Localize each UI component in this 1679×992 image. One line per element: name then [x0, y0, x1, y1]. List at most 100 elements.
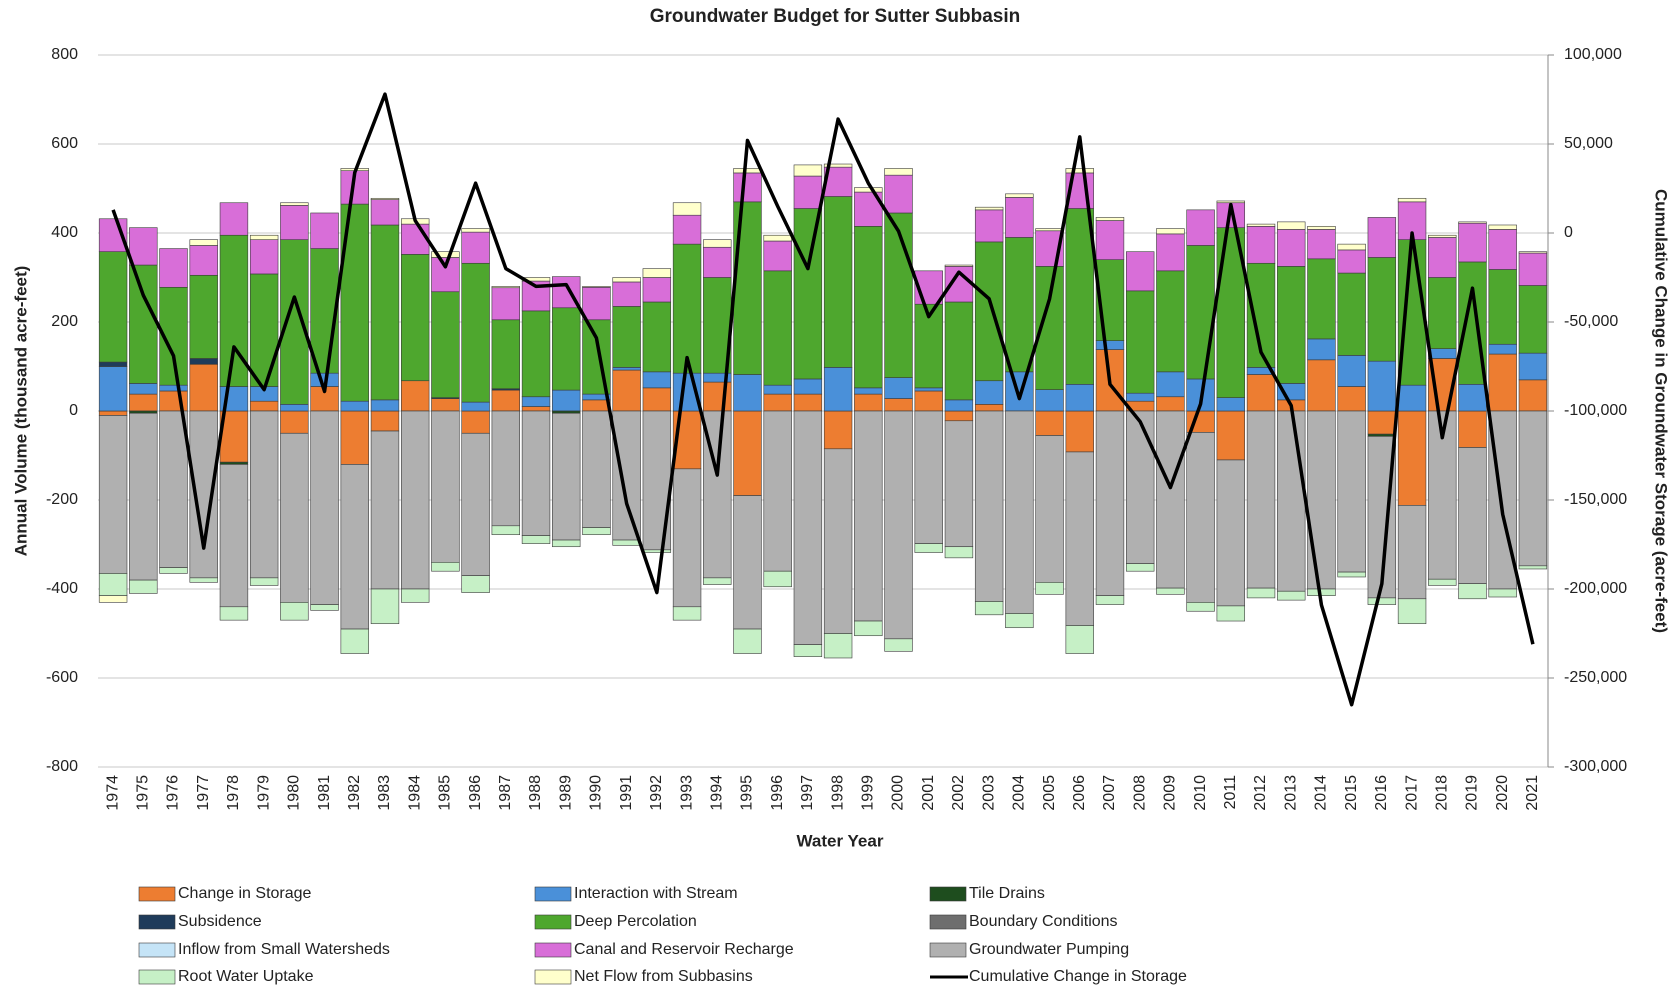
bar-segment [1065, 208, 1094, 385]
bar-segment [249, 273, 279, 387]
bar-segment [400, 380, 430, 412]
bar-segment [854, 187, 883, 193]
y-tick-label: -200 [46, 491, 78, 508]
bar-segment [491, 525, 521, 536]
x-tick-label: 2007 [1101, 775, 1118, 811]
x-tick-label: 1978 [225, 775, 242, 811]
bar-segment [1428, 578, 1457, 586]
bar-segment [1518, 285, 1548, 354]
bar-segment [370, 224, 400, 401]
x-tick-label: 2002 [950, 775, 967, 811]
bar-segment [1458, 221, 1487, 224]
x-tick-label: 1979 [255, 775, 272, 811]
bar-segment [854, 410, 883, 622]
y2-tick-label: 100,000 [1564, 46, 1622, 63]
bar-segment [340, 464, 369, 630]
legend-swatch [929, 942, 967, 958]
x-tick-label: 2011 [1222, 775, 1239, 810]
y2-tick-label: 50,000 [1564, 135, 1613, 152]
bar-segment [944, 264, 974, 267]
bar-segment [672, 243, 702, 374]
bar-segment [1367, 597, 1397, 605]
legend-swatch [534, 969, 572, 985]
bar-segment [1216, 410, 1246, 461]
bar-segment [310, 248, 339, 374]
bar-segment [340, 628, 369, 654]
x-tick-label: 1996 [769, 775, 786, 811]
x-tick-label: 2014 [1313, 775, 1330, 811]
bar-segment [612, 281, 641, 307]
bar-segment [1458, 447, 1487, 584]
bar-segment [1216, 459, 1246, 607]
bar-segment [823, 196, 853, 368]
bar-segment [854, 620, 883, 637]
bar-segment [1518, 410, 1548, 567]
bar-segment [552, 410, 581, 414]
bar-segment [280, 410, 309, 434]
bar-segment [280, 205, 309, 240]
bar-segment [1367, 433, 1397, 437]
bar-segment [189, 245, 218, 276]
bar-segment [1337, 410, 1366, 573]
x-tick-label: 2004 [1011, 775, 1028, 811]
bar-segment [1277, 590, 1306, 601]
y-tick-label: 800 [51, 46, 78, 63]
bar-segment [159, 248, 188, 288]
bar-segment [974, 241, 1004, 382]
bar-segment [340, 400, 369, 412]
bar-segment [431, 398, 460, 412]
x-tick-label: 1999 [860, 775, 877, 811]
bar-segment [1095, 340, 1125, 350]
bar-segment [280, 432, 309, 603]
x-tick-label: 2020 [1494, 775, 1511, 811]
bar-segment [461, 231, 490, 264]
bar-segment [733, 172, 762, 203]
y2-tick-label: -200,000 [1564, 580, 1627, 597]
legend-label: Boundary Conditions [969, 913, 1118, 930]
y-tick-label: -400 [46, 580, 78, 597]
bar-segment [491, 287, 521, 321]
bar-segment [944, 399, 974, 412]
y2-tick-label: 0 [1564, 224, 1573, 241]
bar-segment [431, 251, 460, 258]
bar-segment [612, 367, 641, 371]
chart-title: Groundwater Budget for Sutter Subbasin [650, 6, 1021, 27]
legend-label: Inflow from Small Watersheds [178, 941, 390, 958]
x-tick-label: 1974 [104, 775, 121, 811]
bar-segment [974, 601, 1004, 616]
bar-segment [672, 202, 702, 216]
x-tick-label: 1980 [286, 775, 303, 811]
bar-segment [1397, 598, 1427, 625]
bar-segment [612, 306, 641, 368]
bar-segment [370, 399, 400, 412]
bar-segment [1397, 197, 1427, 203]
bar-segment [1307, 229, 1336, 260]
line-series [111, 92, 1535, 707]
bar-segment [310, 212, 339, 249]
bar-segment [1095, 595, 1125, 605]
y-tick-label: -600 [46, 669, 78, 686]
bar-segment [733, 410, 762, 496]
legend-swatch [929, 886, 967, 902]
bar-segment [249, 400, 279, 412]
y2-tick-label: -50,000 [1564, 313, 1618, 330]
bar-segment [400, 254, 430, 382]
bar-segment [1156, 233, 1185, 272]
bar-segment [552, 307, 581, 391]
bar-segment [1156, 396, 1185, 412]
bar-segment [189, 363, 218, 412]
bar-segment [1307, 258, 1336, 340]
x-tick-label: 1995 [739, 775, 756, 811]
bar-segment [159, 410, 188, 568]
x-tick-label: 2019 [1464, 775, 1481, 811]
bar-segment [189, 358, 218, 365]
bar-segment [854, 387, 883, 395]
bar-segment [461, 432, 490, 576]
x-tick-label: 2006 [1071, 775, 1088, 811]
x-tick-label: 2012 [1252, 775, 1269, 811]
x-tick-label: 1985 [437, 775, 454, 811]
bar-segment [491, 286, 521, 289]
bar-segment [1065, 625, 1094, 654]
bar-segment [884, 168, 913, 176]
bar-segment [129, 264, 158, 384]
